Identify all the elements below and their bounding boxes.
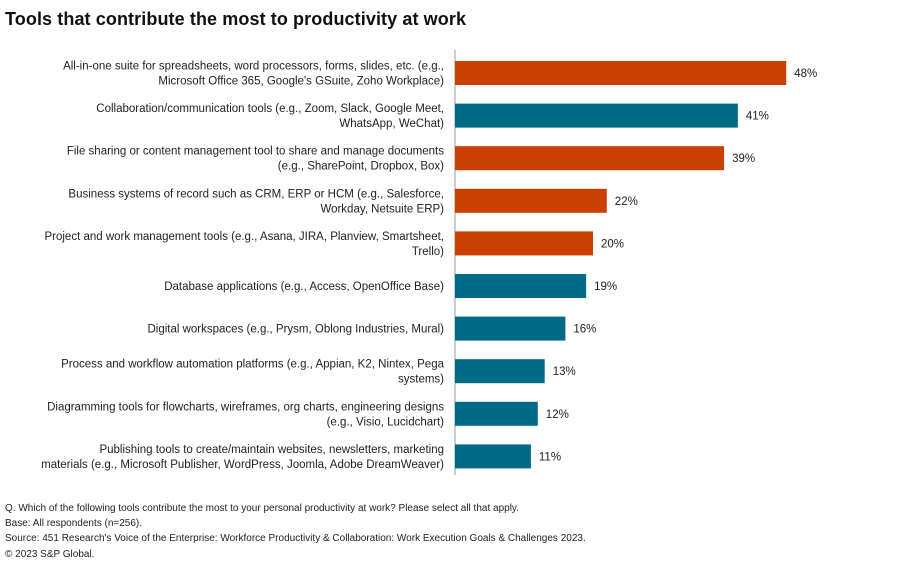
bar: [455, 103, 738, 128]
category-label-line: Project and work management tools (e.g.,…: [44, 231, 444, 243]
category-label-line: Workday, Netsuite ERP): [320, 203, 444, 215]
category-label-line: Collaboration/communication tools (e.g.,…: [96, 103, 444, 115]
category-label: Diagramming tools for flowcharts, wirefr…: [47, 401, 444, 428]
bar-value-label: 22%: [615, 196, 638, 208]
footnotes: Q. Which of the following tools contribu…: [5, 501, 586, 562]
category-label: All-in-one suite for spreadsheets, word …: [63, 61, 444, 88]
category-label: Process and workflow automation platform…: [61, 359, 444, 386]
bar: [455, 401, 538, 426]
category-label-line: (e.g., SharePoint, Dropbox, Box): [278, 161, 444, 173]
footnote-question: Q. Which of the following tools contribu…: [5, 503, 519, 514]
footnote-copyright: © 2023 S&P Global.: [5, 548, 95, 560]
category-label: Collaboration/communication tools (e.g.,…: [96, 103, 444, 130]
category-label-line: Diagramming tools for flowcharts, wirefr…: [47, 401, 444, 413]
category-label: Publishing tools to create/maintain webs…: [41, 444, 444, 471]
category-label-line: Process and workflow automation platform…: [61, 359, 444, 371]
category-label: Digital workspaces (e.g., Prysm, Oblong …: [147, 324, 444, 336]
bar-value-label: 41%: [746, 111, 769, 123]
category-label: File sharing or content management tool …: [67, 146, 444, 173]
category-label-line: WhatsApp, WeChat): [339, 118, 444, 130]
bar: [455, 359, 545, 384]
bar: [455, 61, 787, 85]
bar: [455, 146, 725, 171]
bar-value-label: 48%: [794, 68, 817, 80]
bar-value-label: 11%: [539, 451, 561, 463]
category-label-line: Trello): [412, 246, 444, 258]
category-label: Project and work management tools (e.g.,…: [44, 231, 444, 258]
bar-value-label: 16%: [573, 324, 596, 336]
category-label-line: Database applications (e.g., Access, Ope…: [164, 281, 444, 293]
category-label-line: Business systems of record such as CRM, …: [68, 188, 444, 200]
bar: [455, 274, 587, 298]
category-label-line: All-in-one suite for spreadsheets, word …: [63, 61, 444, 73]
bar-value-label: 12%: [546, 409, 569, 421]
bar-value-label: 39%: [732, 153, 755, 165]
chart-title: Tools that contribute the most to produc…: [5, 9, 467, 29]
category-label: Database applications (e.g., Access, Ope…: [164, 281, 444, 293]
category-label-line: Publishing tools to create/maintain webs…: [99, 444, 444, 456]
bar: [455, 231, 593, 256]
bar-value-label: 19%: [594, 281, 617, 293]
category-label: Business systems of record such as CRM, …: [68, 188, 444, 215]
footnote-source: Source: 451 Research's Voice of the Ente…: [5, 533, 586, 545]
category-label-line: materials (e.g., Microsoft Publisher, Wo…: [41, 459, 444, 471]
bar: [455, 444, 531, 469]
bar: [455, 316, 566, 341]
category-label-line: Microsoft Office 365, Google's GSuite, Z…: [158, 76, 444, 88]
category-label-line: File sharing or content management tool …: [67, 146, 444, 158]
bar-value-label: 13%: [553, 366, 576, 378]
bar-value-label: 20%: [601, 238, 624, 250]
category-label-line: Digital workspaces (e.g., Prysm, Oblong …: [147, 324, 444, 336]
bar: [455, 188, 607, 213]
category-label-line: systems): [398, 374, 444, 386]
footnote-base: Base: All respondents (n=256).: [5, 518, 143, 530]
category-label-line: (e.g., Visio, Lucidchart): [327, 416, 445, 428]
